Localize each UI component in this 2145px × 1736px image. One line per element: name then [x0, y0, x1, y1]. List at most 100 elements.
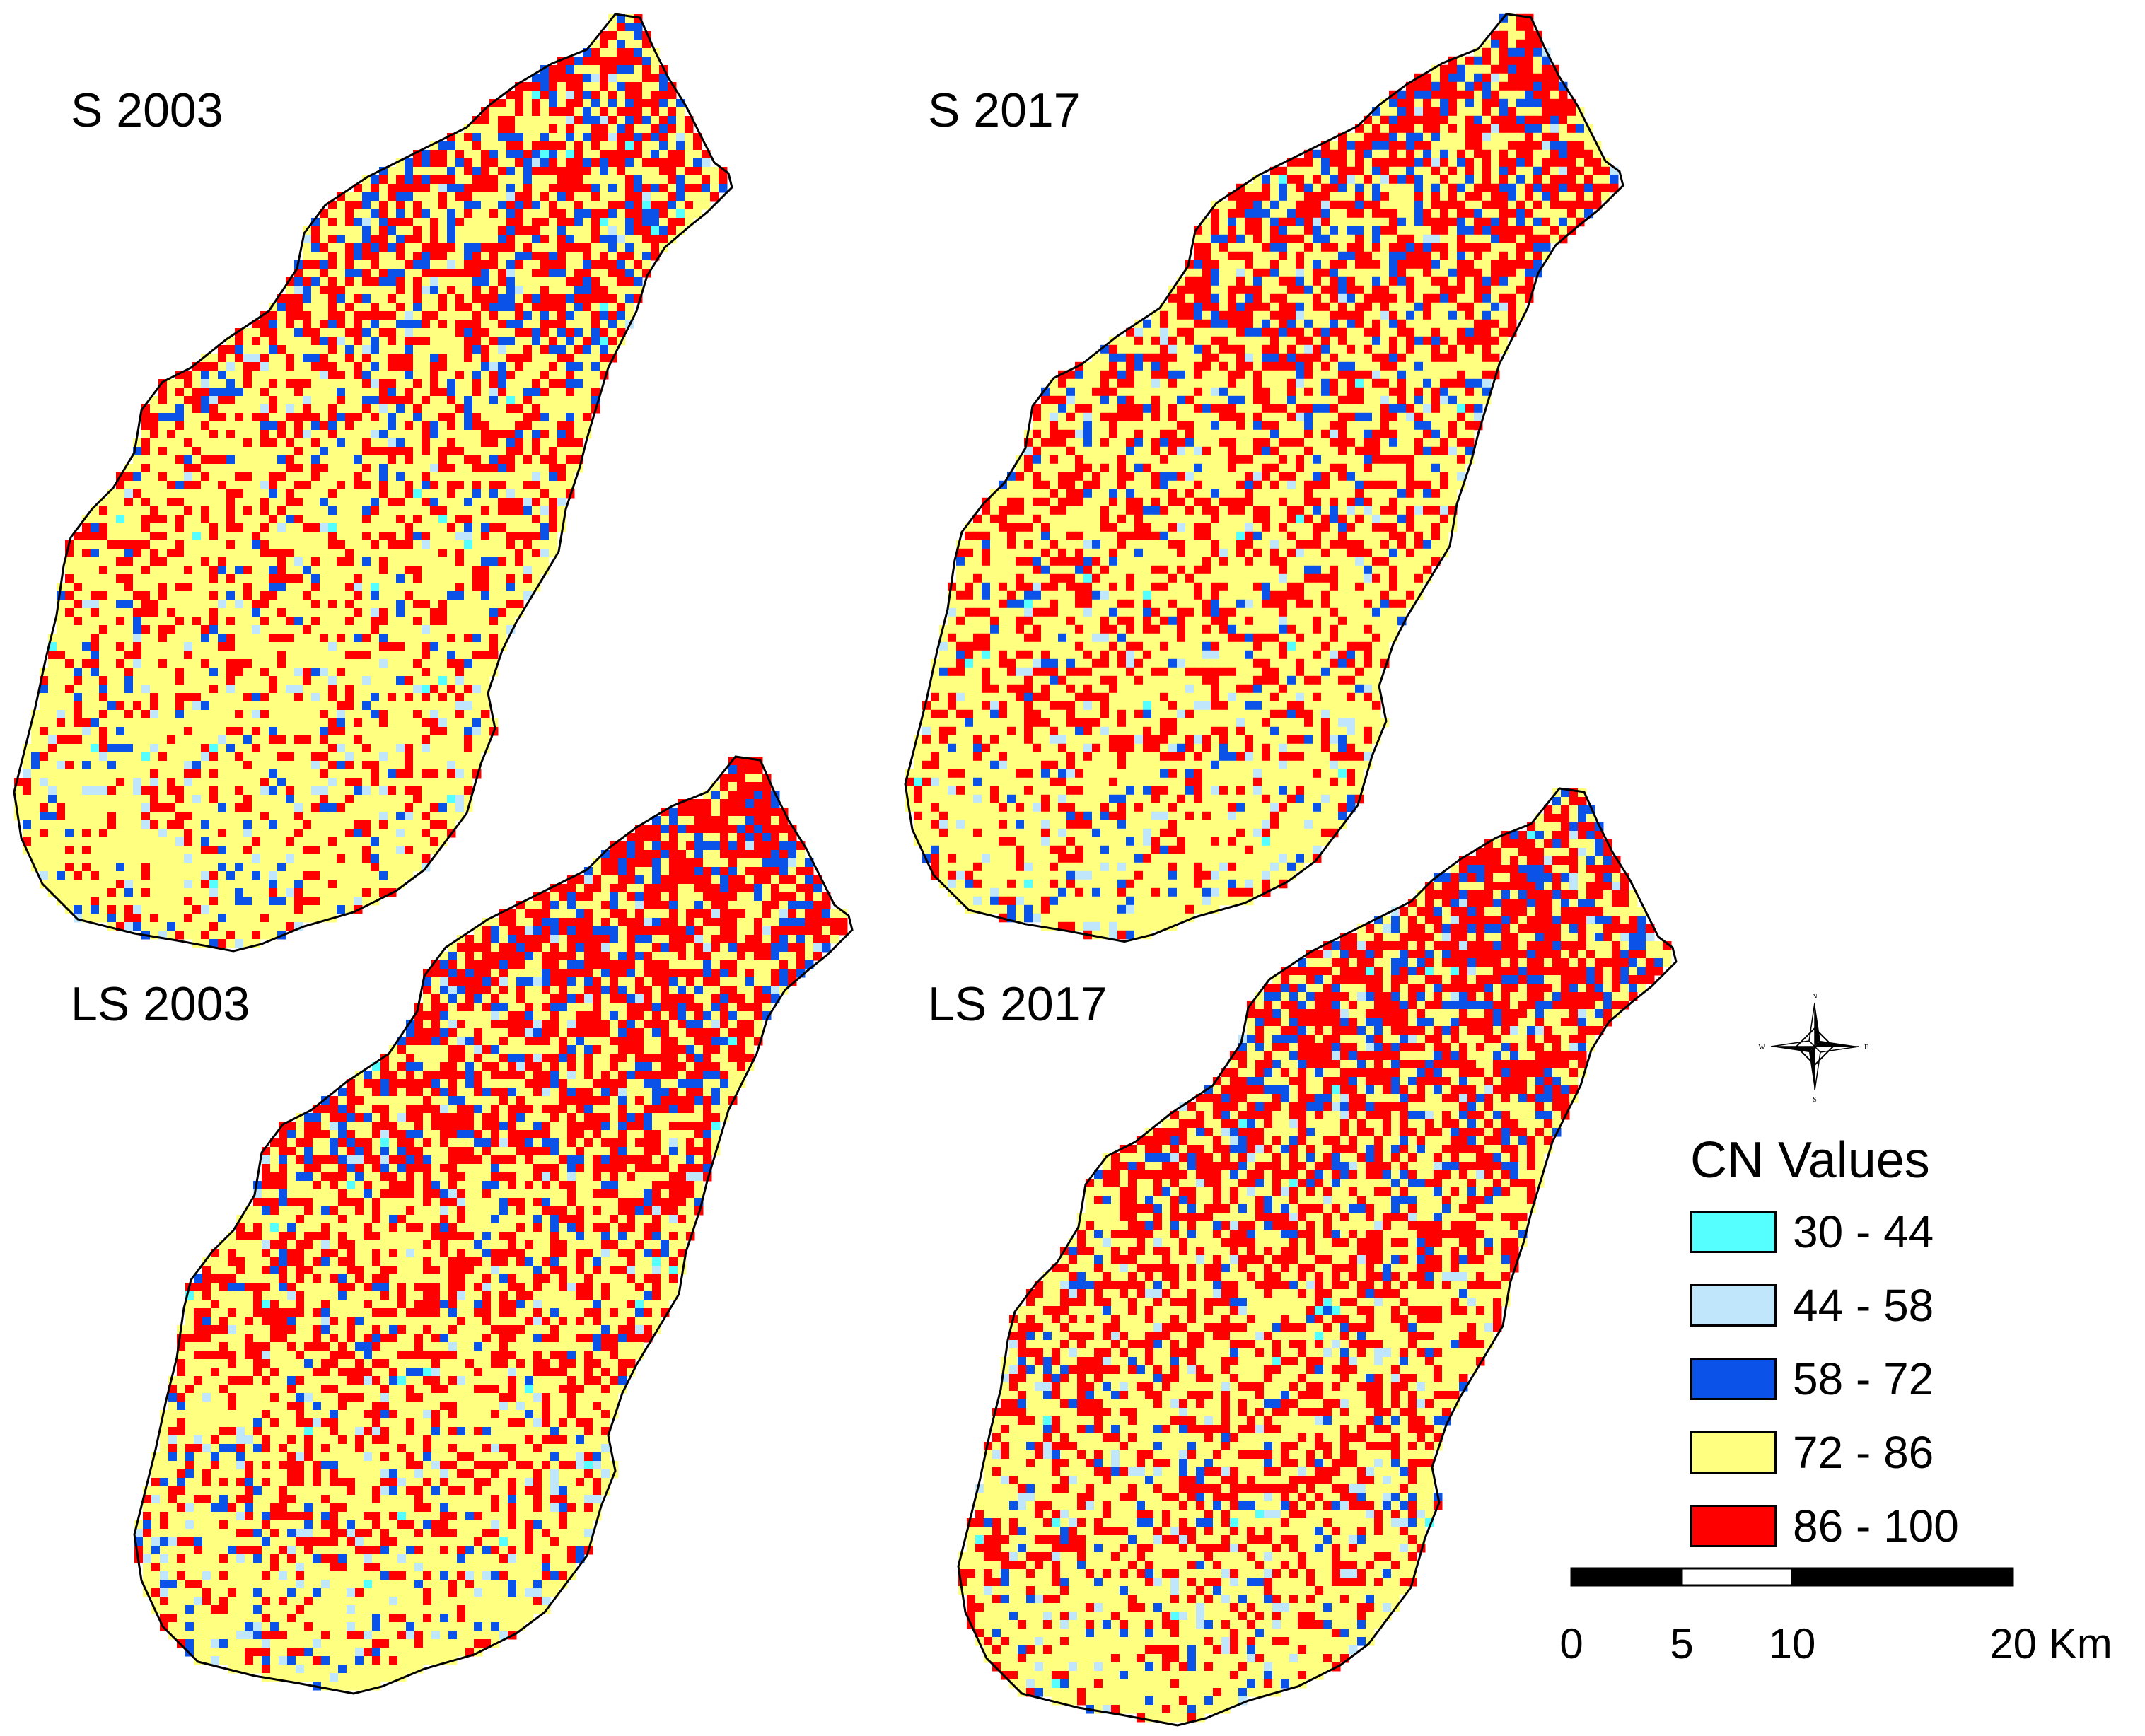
raster-cell	[481, 150, 490, 159]
raster-cell	[472, 226, 482, 235]
raster-cell	[209, 540, 219, 549]
raster-cell	[413, 523, 422, 532]
raster-cell	[192, 430, 202, 439]
raster-cell	[642, 167, 651, 176]
raster-cell	[362, 447, 371, 456]
raster-cell	[294, 532, 303, 541]
raster-cell	[141, 583, 151, 592]
raster-cell	[269, 727, 278, 736]
raster-cell	[489, 523, 499, 532]
raster-cell	[481, 175, 490, 185]
raster-cell	[1482, 56, 1492, 66]
raster-cell	[40, 761, 49, 770]
raster-cell	[549, 82, 558, 91]
raster-cell	[685, 158, 694, 168]
raster-cell	[243, 897, 252, 906]
raster-cell	[566, 447, 575, 456]
raster-cell	[489, 438, 499, 448]
raster-cell	[422, 727, 431, 736]
raster-cell	[362, 515, 371, 524]
raster-cell	[218, 735, 227, 745]
raster-cell	[209, 812, 219, 821]
raster-cell	[48, 735, 57, 745]
raster-cell	[498, 455, 507, 465]
raster-cell	[192, 744, 202, 753]
raster-cell	[82, 693, 91, 702]
raster-cell	[91, 676, 100, 685]
raster-cell	[345, 727, 354, 736]
raster-cell	[65, 778, 74, 787]
raster-cell	[311, 252, 320, 261]
raster-cell	[175, 846, 185, 855]
raster-cell	[651, 184, 660, 193]
raster-cell	[1474, 56, 1483, 66]
raster-cell	[413, 795, 422, 804]
raster-cell	[617, 294, 626, 303]
raster-cell	[591, 345, 600, 354]
raster-cell	[676, 158, 685, 168]
raster-cell	[328, 320, 337, 329]
raster-cell	[354, 498, 363, 507]
raster-cell	[481, 379, 490, 388]
raster-cell	[337, 854, 346, 863]
raster-cell	[379, 523, 388, 532]
raster-cell	[243, 328, 252, 337]
raster-cell	[252, 574, 261, 583]
raster-cell	[379, 371, 388, 380]
raster-cell	[574, 362, 583, 371]
raster-cell	[320, 303, 329, 312]
raster-cell	[294, 320, 303, 329]
raster-cell	[498, 396, 507, 405]
raster-cell	[1448, 98, 1458, 108]
raster-cell	[337, 888, 346, 897]
raster-cell	[685, 124, 694, 134]
raster-cell	[201, 693, 210, 702]
raster-cell	[328, 905, 337, 914]
raster-cell	[260, 727, 269, 736]
raster-cell	[328, 803, 337, 812]
raster-cell	[405, 396, 414, 405]
raster-cell	[235, 803, 244, 812]
raster-cell	[498, 430, 507, 439]
raster-cell	[74, 583, 83, 592]
raster-cell	[269, 311, 278, 320]
raster-cell	[184, 540, 193, 549]
raster-cell	[481, 617, 490, 626]
raster-cell	[158, 481, 168, 490]
raster-cell	[243, 685, 252, 694]
raster-cell	[337, 209, 346, 219]
raster-cell	[396, 803, 405, 812]
raster-cell	[557, 209, 566, 219]
raster-cell	[472, 371, 482, 380]
raster-cell	[388, 371, 397, 380]
raster-cell	[464, 235, 473, 244]
raster-cell	[107, 532, 117, 541]
raster-cell	[141, 676, 151, 685]
raster-cell	[141, 498, 151, 507]
raster-cell	[167, 871, 176, 880]
raster-cell	[124, 583, 134, 592]
raster-cell	[303, 464, 312, 473]
raster-cell	[303, 735, 312, 745]
raster-cell	[150, 727, 159, 736]
raster-cell	[328, 685, 337, 694]
raster-cell	[269, 421, 278, 431]
raster-cell	[82, 761, 91, 770]
raster-cell	[489, 141, 499, 151]
raster-cell	[625, 235, 634, 244]
raster-cell	[702, 192, 711, 202]
raster-cell	[235, 795, 244, 804]
raster-cell	[99, 523, 108, 532]
raster-cell	[566, 354, 575, 363]
raster-cell	[438, 786, 448, 796]
raster-cell	[379, 659, 388, 668]
raster-cell	[405, 192, 414, 202]
raster-cell	[362, 218, 371, 227]
raster-cell	[447, 761, 456, 770]
raster-cell	[57, 608, 66, 617]
raster-cell	[388, 642, 397, 651]
raster-cell	[235, 854, 244, 863]
raster-cell	[303, 786, 312, 796]
raster-cell	[506, 226, 516, 235]
raster-cell	[158, 693, 168, 702]
